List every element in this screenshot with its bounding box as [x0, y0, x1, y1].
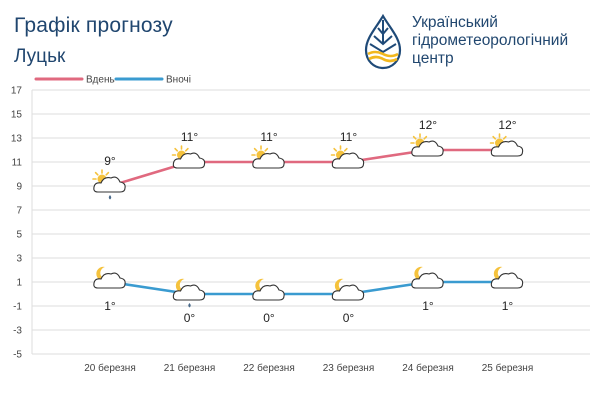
x-tick-label: 23 березня	[323, 362, 375, 374]
org-line-3: центр	[412, 50, 454, 67]
x-tick-label: 24 березня	[402, 362, 454, 374]
day-temp-label: 12°	[498, 118, 516, 132]
sun-cloud-rain-icon	[92, 169, 126, 200]
x-tick-label: 22 березня	[243, 362, 295, 374]
moon-cloud-icon	[411, 266, 444, 289]
y-tick-label: 1	[16, 278, 22, 289]
x-tick-label: 25 березня	[482, 362, 534, 374]
y-tick-label: 11	[12, 158, 23, 169]
y-tick-label: 17	[11, 86, 23, 97]
legend-label-night: Вночі	[166, 75, 191, 86]
x-tick-label: 20 березня	[84, 362, 136, 374]
sun-cloud-icon	[171, 145, 206, 169]
y-tick-label: 5	[16, 230, 22, 241]
day-temp-label: 12°	[419, 118, 437, 132]
sun-cloud-icon	[330, 145, 365, 169]
day-temp-label: 9°	[104, 154, 116, 168]
legend-label-day: Вдень	[86, 75, 115, 86]
night-temp-label: 0°	[184, 311, 196, 325]
city-name: Луцьк	[14, 46, 66, 67]
y-tick-label: 15	[11, 110, 23, 121]
night-temp-label: 1°	[422, 299, 434, 313]
logo-icon	[364, 14, 402, 70]
page-title: Графік прогнозу	[14, 14, 173, 37]
y-tick-label: 7	[16, 206, 22, 217]
night-temp-label: 0°	[343, 311, 355, 325]
night-temp-label: 1°	[502, 299, 514, 313]
y-tick-label: -1	[13, 302, 22, 313]
organization-name: Український гідрометеорологічний центр	[412, 14, 568, 68]
moon-cloud-icon	[252, 278, 285, 301]
night-temp-label: 1°	[104, 299, 116, 313]
x-tick-label: 21 березня	[164, 362, 216, 374]
day-series-line	[109, 148, 508, 188]
header: Графік прогнозу Луцьк Український гідром…	[0, 0, 600, 80]
y-tick-label: 3	[16, 254, 22, 265]
day-temp-label: 11°	[260, 130, 277, 144]
night-temp-label: 0°	[263, 311, 275, 325]
moon-cloud-rain-icon	[172, 278, 206, 308]
sun-cloud-icon	[251, 145, 285, 169]
y-tick-label: 13	[11, 134, 23, 145]
sun-cloud-icon	[489, 133, 524, 157]
moon-cloud-icon	[490, 266, 524, 289]
org-line-1: Український	[412, 14, 498, 31]
y-tick-label: 9	[16, 182, 22, 193]
y-tick-label: -3	[13, 326, 22, 337]
moon-cloud-icon	[331, 278, 365, 301]
sun-cloud-icon	[410, 133, 444, 157]
day-temp-label: 11°	[181, 130, 198, 144]
night-series-line	[109, 280, 508, 296]
org-line-2: гідрометеорологічний	[412, 32, 569, 49]
day-temp-label: 11°	[340, 130, 357, 144]
y-tick-label: -5	[13, 350, 22, 361]
moon-cloud-icon	[93, 266, 126, 289]
